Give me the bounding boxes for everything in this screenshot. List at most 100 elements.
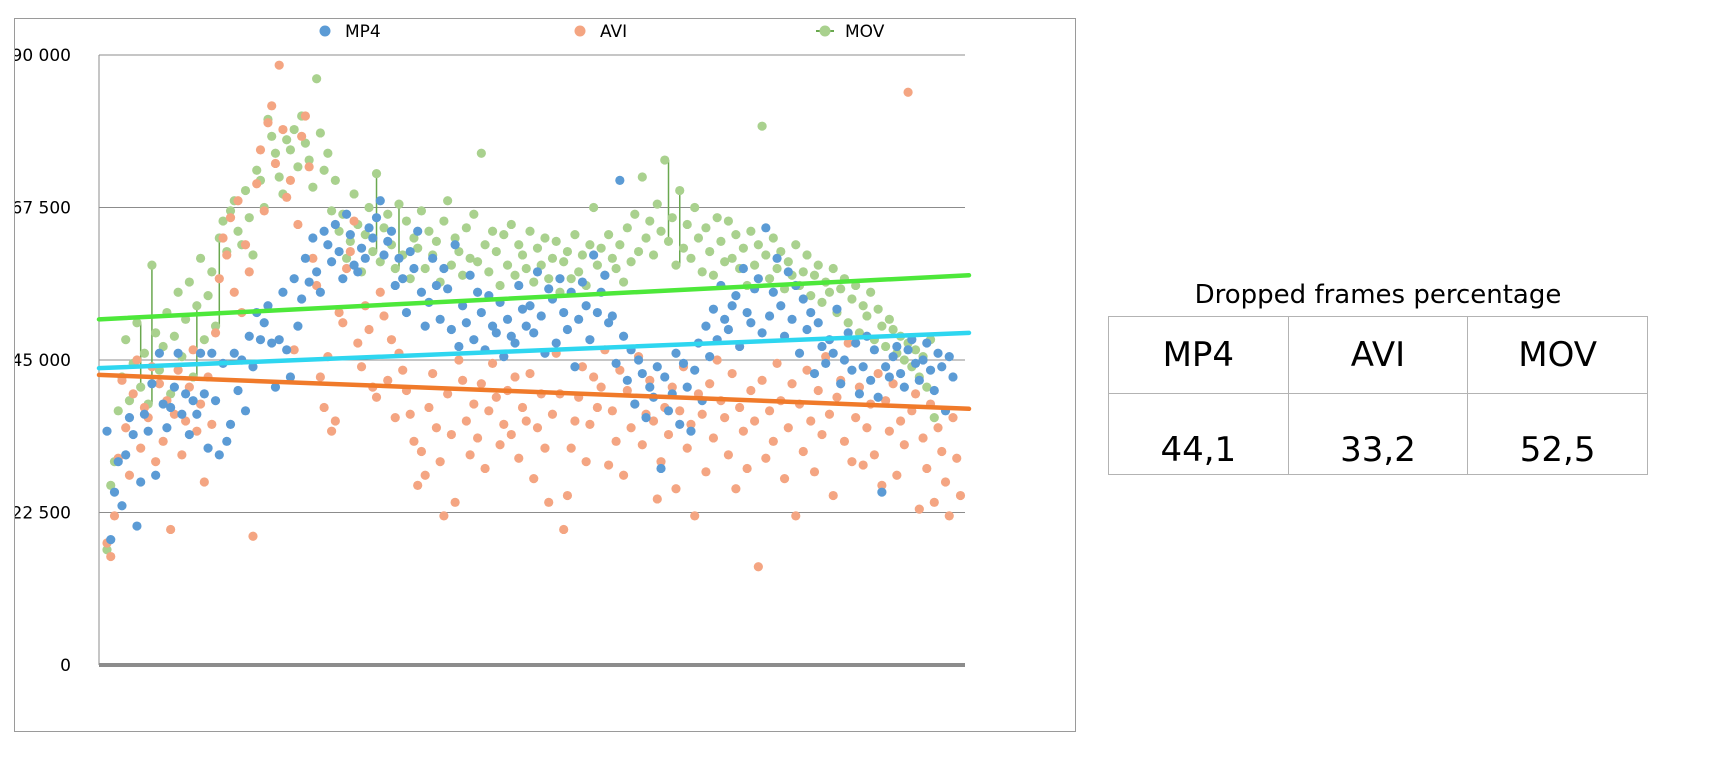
- avi-point: [618, 470, 629, 480]
- avi-point: [199, 477, 209, 487]
- mp4-trendline: [96, 330, 972, 371]
- mp4-point: [821, 358, 831, 368]
- avi-point: [828, 490, 838, 501]
- mp4-point: [181, 389, 191, 399]
- mp4-point: [529, 328, 539, 338]
- avi-point: [210, 328, 221, 338]
- avi-point: [663, 429, 674, 440]
- mov-point: [727, 253, 737, 263]
- mp4-point: [510, 338, 520, 348]
- mp4-point: [675, 419, 685, 429]
- avi-point: [222, 250, 232, 260]
- mp4-point: [888, 352, 898, 362]
- avi-point: [375, 287, 385, 297]
- mp4-point: [207, 348, 217, 358]
- avi-point: [824, 409, 835, 419]
- avi-point: [476, 379, 486, 389]
- legend-label-mp4: MP4: [345, 22, 381, 42]
- mp4-point: [517, 304, 528, 314]
- mov-point: [495, 280, 505, 291]
- mp4-point: [341, 209, 352, 219]
- avi-point: [169, 409, 179, 419]
- avi-point: [263, 118, 273, 128]
- mov-point: [124, 396, 135, 406]
- mp4-point: [499, 352, 509, 362]
- mp4-point: [910, 358, 921, 368]
- mov-point: [697, 267, 707, 277]
- mov-point: [723, 216, 733, 226]
- mov-point: [484, 267, 494, 277]
- mov-point: [817, 297, 827, 307]
- mp4-point: [394, 253, 404, 263]
- mp4-point: [124, 413, 135, 423]
- mov-point: [716, 236, 726, 246]
- mp4-point: [585, 335, 595, 345]
- mov-point: [315, 128, 325, 138]
- avi-point: [424, 402, 434, 413]
- avi-point: [888, 379, 898, 389]
- mp4-point: [143, 426, 153, 436]
- mp4-point: [895, 368, 906, 379]
- avi-point: [139, 402, 150, 413]
- mp4-point: [742, 307, 752, 318]
- mp4-point: [285, 372, 296, 382]
- avi-point: [416, 446, 427, 457]
- mov-point: [113, 406, 123, 416]
- mov-point: [529, 277, 539, 287]
- table-value-mp4: 44,1: [1108, 393, 1289, 475]
- mp4-point: [297, 294, 307, 304]
- avi-point: [809, 467, 820, 477]
- mov-point: [420, 263, 430, 274]
- avi-point: [813, 385, 823, 396]
- mov-point: [499, 230, 509, 240]
- mp4-point: [147, 379, 157, 389]
- mp4-point: [723, 324, 733, 335]
- avi-point: [566, 443, 576, 453]
- mov-point: [289, 124, 299, 135]
- avi-point: [697, 409, 707, 419]
- avi-point: [207, 419, 217, 429]
- table-value-mov: 52,5: [1467, 393, 1648, 475]
- avi-point: [465, 450, 475, 460]
- mp4-point: [203, 443, 213, 453]
- avi-point: [851, 413, 861, 423]
- mp4-point: [132, 521, 142, 531]
- mov-trendline: [96, 273, 972, 322]
- mov-point: [671, 260, 681, 270]
- mp4-point: [615, 175, 625, 185]
- mp4-point: [753, 274, 763, 284]
- mov-point: [379, 223, 389, 233]
- mp4-point: [768, 287, 778, 297]
- avi-point: [858, 460, 868, 470]
- avi-point: [353, 338, 363, 348]
- avi-point: [293, 219, 303, 230]
- avi-point: [637, 440, 647, 450]
- mp4-point: [652, 362, 662, 372]
- mov-point: [480, 240, 490, 250]
- avi-point: [585, 419, 595, 429]
- mov-point: [570, 230, 580, 240]
- mov-point: [409, 233, 419, 243]
- mov-point: [881, 341, 891, 352]
- avi-point: [450, 497, 460, 507]
- mov-point: [562, 246, 573, 257]
- avi-point: [435, 457, 445, 467]
- mov-point: [203, 291, 213, 301]
- avi-point: [154, 379, 165, 389]
- mp4-point: [154, 348, 165, 358]
- mov-point: [517, 250, 528, 260]
- mp4-point: [233, 385, 243, 396]
- mp4-point: [405, 246, 415, 257]
- avi-point: [521, 416, 531, 426]
- avi-point: [701, 467, 711, 477]
- mp4-point: [338, 274, 348, 284]
- mp4-point: [323, 240, 333, 250]
- mov-point: [652, 199, 662, 209]
- mov-point: [866, 287, 876, 297]
- mp4-point: [944, 352, 954, 362]
- mov-point: [147, 260, 157, 270]
- mp4-point: [772, 253, 782, 263]
- mp4-point: [289, 274, 299, 284]
- mp4-point: [214, 450, 224, 460]
- mov-point: [360, 230, 370, 240]
